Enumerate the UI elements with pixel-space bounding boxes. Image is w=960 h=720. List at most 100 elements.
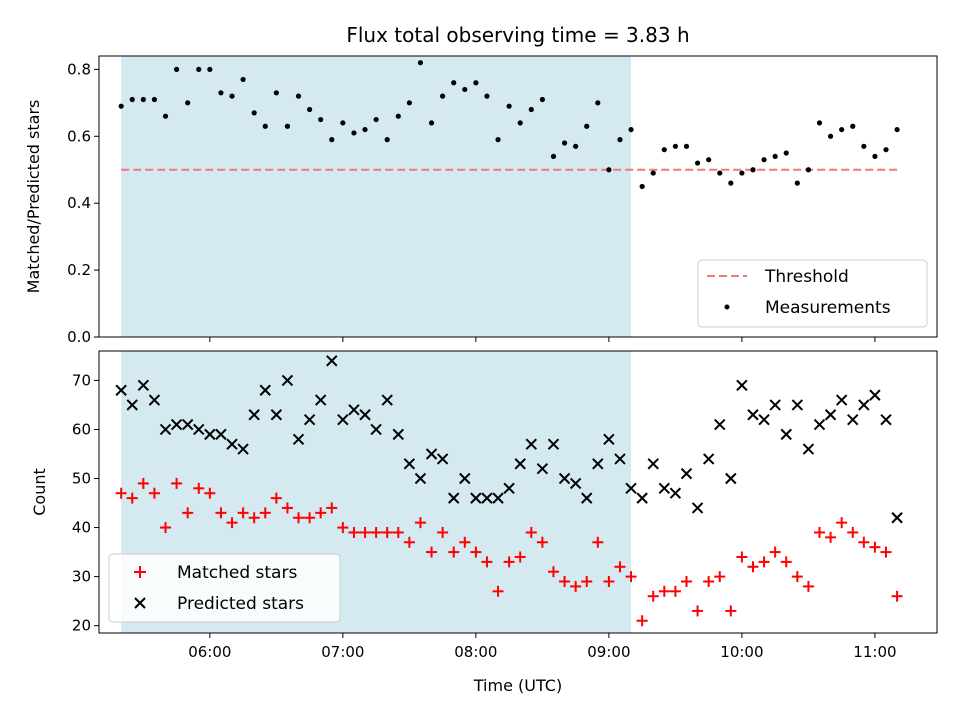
- bottom-x-tick-label: 10:00: [720, 643, 763, 661]
- measurement-point: [307, 106, 313, 113]
- measurement-point: [816, 120, 823, 126]
- measurement-point: [462, 86, 468, 93]
- measurement-point: [872, 153, 878, 159]
- matched-star-point: [559, 576, 571, 588]
- predicted-star-point: [603, 433, 615, 445]
- matched-star-point: [714, 571, 726, 583]
- bottom-y-tick-label: 30: [72, 568, 91, 586]
- predicted-star-point: [769, 399, 781, 411]
- matched-star-point: [448, 546, 460, 558]
- measurement-point: [284, 123, 291, 129]
- matched-star-point: [171, 477, 183, 489]
- predicted-star-point: [159, 423, 172, 436]
- bottom-y-axis-label: Count: [30, 468, 49, 516]
- measurement-point: [318, 116, 324, 123]
- matched-star-point: [614, 561, 626, 573]
- bottom-legend: Matched stars Predicted stars: [108, 553, 341, 623]
- top-axes-frame: [98, 55, 938, 338]
- measurement-point: [151, 96, 158, 103]
- measurement-point: [550, 153, 557, 159]
- top-legend-box: [697, 259, 928, 328]
- matched-star-point: [880, 546, 892, 558]
- matched-star-point: [126, 492, 138, 504]
- predicted-star-point: [824, 409, 837, 421]
- matched-star-point: [692, 605, 704, 617]
- matched-star-point: [514, 551, 526, 563]
- measurement-point: [706, 157, 712, 163]
- predicted-star-point: [791, 399, 804, 411]
- matched-star-point: [547, 566, 559, 578]
- predicted-star-point: [425, 448, 438, 460]
- matched-star-point: [348, 526, 360, 538]
- measurement-point: [340, 120, 346, 126]
- measurement-point: [894, 126, 900, 133]
- measurement-point: [240, 76, 246, 83]
- predicted-star-point: [115, 384, 127, 396]
- measurement-point: [694, 160, 701, 166]
- predicted-star-point: [747, 409, 759, 421]
- matched-star-point: [525, 526, 537, 538]
- legend-threshold-label: Threshold: [764, 267, 849, 287]
- predicted-star-point: [869, 389, 881, 401]
- predicted-star-point: [403, 458, 416, 470]
- measurement-point: [495, 137, 501, 143]
- predicted-star-point: [348, 404, 360, 416]
- predicted-stars-series: [115, 355, 903, 524]
- measurement-point: [661, 147, 667, 153]
- predicted-star-point: [658, 482, 671, 495]
- matched-star-point: [570, 580, 582, 592]
- measurement-point: [395, 113, 401, 119]
- measurement-point: [218, 90, 224, 96]
- measurement-point: [606, 167, 612, 173]
- measurement-point: [351, 130, 357, 136]
- predicted-star-point: [392, 428, 404, 441]
- matched-star-point: [858, 536, 870, 548]
- predicted-star-point: [891, 512, 903, 524]
- bottom-y-tick-label: 40: [72, 519, 91, 537]
- matched-star-point: [625, 571, 637, 583]
- matched-star-point: [148, 487, 160, 499]
- measurement-point: [185, 100, 191, 106]
- measurement-point: [617, 137, 623, 143]
- measurement-point: [861, 143, 867, 149]
- measurement-point: [672, 143, 679, 149]
- matched-star-point: [869, 541, 881, 553]
- matched-star-point: [270, 492, 282, 504]
- measurement-point: [273, 90, 279, 96]
- measurement-point: [118, 103, 124, 109]
- measurement-point: [295, 93, 302, 99]
- legend-matched-swatch: [134, 566, 146, 578]
- predicted-star-point: [137, 379, 150, 392]
- matched-star-point: [182, 507, 194, 519]
- predicted-star-point: [503, 482, 515, 495]
- predicted-star-point: [359, 409, 371, 421]
- matched-star-point: [193, 482, 205, 494]
- predicted-star-point: [691, 502, 704, 514]
- measurement-point: [329, 137, 335, 143]
- top-shaded-span: [121, 56, 632, 337]
- predicted-star-point: [647, 458, 659, 470]
- predicted-star-point: [802, 443, 815, 455]
- predicted-star-point: [259, 384, 271, 396]
- matched-star-point: [492, 585, 504, 597]
- matched-star-point: [281, 502, 293, 514]
- matched-star-point: [326, 502, 338, 514]
- predicted-star-point: [237, 443, 249, 455]
- matched-star-point: [337, 522, 349, 534]
- predicted-star-point: [448, 492, 460, 504]
- top-y-tick-label: 0.6: [67, 127, 91, 145]
- predicted-star-point: [858, 399, 870, 411]
- matched-star-point: [658, 585, 670, 597]
- measurement-point: [251, 110, 257, 116]
- measurement-point: [517, 120, 523, 126]
- predicted-star-point: [758, 413, 770, 426]
- matched-star-point: [403, 536, 415, 548]
- measurement-point: [362, 126, 368, 133]
- measurement-point: [639, 183, 645, 190]
- legend-predicted-label: Predicted stars: [177, 594, 304, 614]
- measurement-point: [827, 133, 834, 139]
- x-axis-label: Time (UTC): [473, 676, 562, 695]
- predicted-star-point: [459, 472, 471, 485]
- matched-star-point: [304, 512, 316, 524]
- measurement-point: [772, 153, 778, 159]
